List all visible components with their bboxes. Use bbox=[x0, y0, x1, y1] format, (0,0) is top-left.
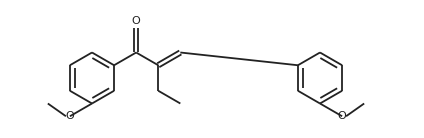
Text: O: O bbox=[132, 16, 140, 26]
Text: O: O bbox=[66, 111, 74, 121]
Text: O: O bbox=[338, 111, 346, 121]
